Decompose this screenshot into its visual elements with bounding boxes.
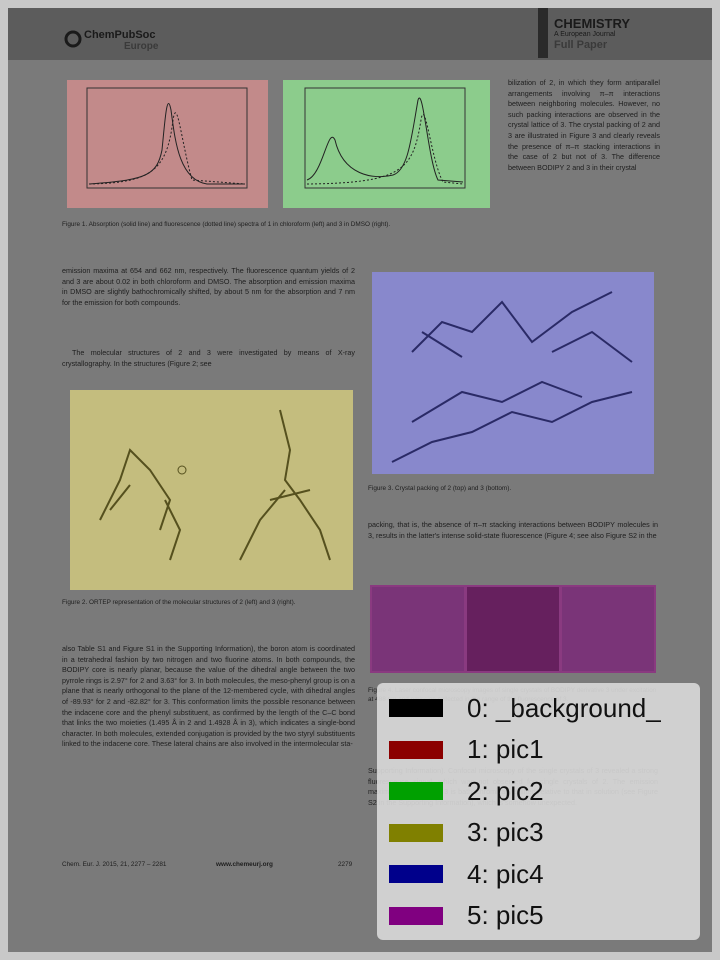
footer-citation: Chem. Eur. J. 2015, 21, 2277 – 2281 <box>62 861 167 868</box>
legend-label: 5: pic5 <box>467 900 544 930</box>
figure-caption: Figure 1. Absorption (solid line) and fl… <box>62 221 391 228</box>
paragraph: emission maxima at 654 and 662 nm, respe… <box>62 266 355 307</box>
legend-swatch <box>389 699 443 717</box>
pic1-region <box>67 80 268 208</box>
legend-item: 5: pic5 <box>389 900 544 931</box>
section: Full Paper <box>554 39 608 51</box>
legend-swatch <box>389 865 443 883</box>
legend: 0: _background_ 1: pic1 2: pic2 3: pic3 4: p… <box>377 683 700 940</box>
header-bar <box>8 8 712 60</box>
footer-url: www.chemeurj.org <box>216 861 273 868</box>
journal-sub: A European Journal <box>554 31 616 38</box>
figure-caption: Figure 2. ORTEP representation of the mo… <box>62 599 296 606</box>
legend-label: 4: pic4 <box>467 858 544 889</box>
paragraph: packing, that is, the absence of π–π sta… <box>368 520 658 540</box>
logo-icon <box>64 30 82 48</box>
footer-page: 2279 <box>338 861 353 868</box>
header-stripe <box>538 8 548 58</box>
figure-caption: Figure 3. Crystal packing of 2 (top) and… <box>368 485 512 492</box>
spectrum-plot <box>304 87 466 189</box>
legend-label: 1: pic1 <box>467 734 544 764</box>
legend-swatch <box>389 906 443 925</box>
pic5-region <box>370 585 656 673</box>
micrograph <box>562 587 654 671</box>
legend-swatch <box>389 782 443 800</box>
spectrum-plot <box>86 87 248 189</box>
pic3-region <box>70 390 353 590</box>
legend-swatch <box>389 823 443 842</box>
micrograph <box>372 587 464 671</box>
legend-item: 4: pic4 <box>389 859 544 889</box>
legend-label: 3: pic3 <box>467 817 544 847</box>
legend-swatch <box>389 740 443 759</box>
crystal-packing <box>391 291 633 463</box>
pic2-region <box>283 80 490 208</box>
paragraph: also Table S1 and Figure S1 in the Suppo… <box>62 644 355 749</box>
legend-item: 1: pic1 <box>389 734 544 765</box>
legend-item: 3: pic3 <box>389 817 544 848</box>
pic4-region <box>372 272 654 474</box>
journal: CHEMISTRY <box>554 16 631 31</box>
paragraph: The molecular structures of 2 and 3 were… <box>62 348 355 368</box>
legend-label: 2: pic2 <box>467 775 544 806</box>
legend-label: 0: _background_ <box>467 692 661 723</box>
micrograph <box>467 587 559 671</box>
legend-item: 0: _background_ <box>389 693 661 723</box>
publisher: ChemPubSoc <box>84 29 156 41</box>
publisher-sub: Europe <box>124 41 159 52</box>
molecular-structure <box>99 409 331 561</box>
legend-item: 2: pic2 <box>389 776 544 806</box>
paragraph: bilization of 2, in which they form anti… <box>508 78 660 172</box>
